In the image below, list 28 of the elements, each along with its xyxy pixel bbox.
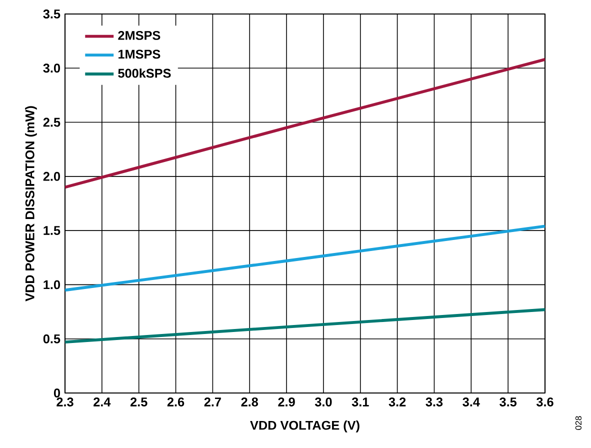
y-tick-label: 3.5	[43, 9, 60, 18]
x-tick-label: 2.7	[204, 397, 221, 406]
y-tick-label: 2.5	[43, 118, 60, 127]
legend-label: 2MSPS	[118, 30, 160, 40]
x-tick-label: 3.3	[426, 397, 443, 406]
y-tick-label: 2.0	[43, 172, 60, 181]
y-axis-title: VDD POWER DISSIPATION (mW)	[25, 106, 37, 302]
x-tick-label: 3.0	[314, 397, 332, 406]
y-tick-label: 0	[54, 388, 60, 398]
x-tick-label: 2.4	[94, 397, 111, 406]
x-axis-title: VDD VOLTAGE (V)	[250, 420, 360, 432]
x-tick-label: 3.1	[352, 397, 369, 406]
legend-label: 1MSPS	[118, 50, 160, 59]
x-tick-label: 2.8	[241, 397, 258, 406]
y-tick-label: 0.5	[43, 334, 60, 344]
x-tick-label: 3.6	[536, 397, 554, 406]
x-tick-label: 2.3	[56, 397, 74, 406]
x-tick-label: 2.9	[278, 397, 295, 406]
x-tick-label: 2.5	[130, 397, 148, 406]
legend-label: 500kSPS	[118, 68, 171, 78]
x-tick-label: 2.6	[167, 397, 184, 406]
y-tick-label: 3.0	[43, 64, 60, 73]
x-tick-label: 3.2	[388, 397, 406, 406]
y-tick-label: 1.0	[44, 280, 60, 290]
x-tick-label: 3.5	[500, 397, 517, 406]
y-tick-label: 1.5	[44, 226, 60, 235]
text: 028	[575, 416, 582, 430]
x-tick-label: 3.4	[462, 397, 480, 406]
